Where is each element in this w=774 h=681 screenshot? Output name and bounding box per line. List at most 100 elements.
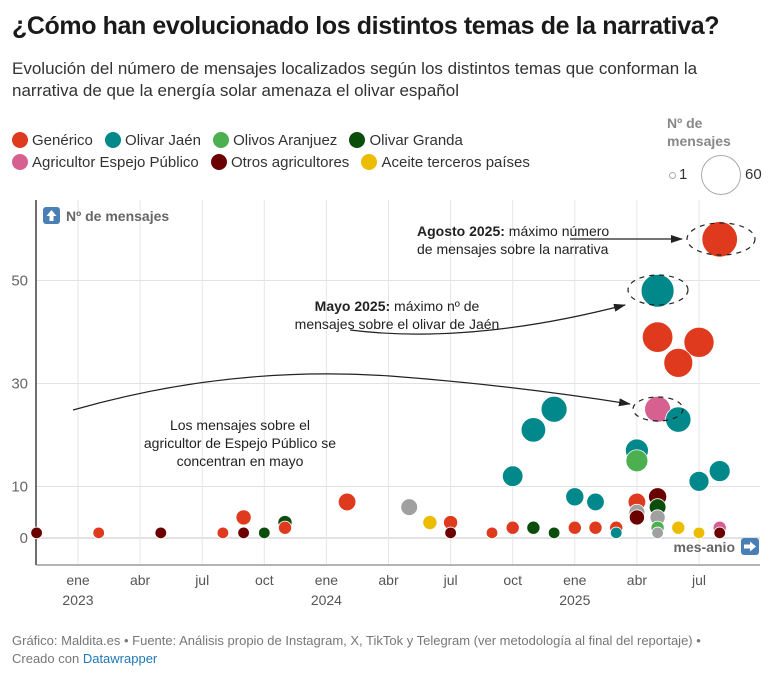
data-point-olivar-jaen[interactable] — [520, 417, 547, 443]
data-point-olivar-jaen[interactable] — [610, 526, 623, 540]
x-tick-label: abr — [627, 572, 648, 588]
data-point-generico[interactable] — [485, 526, 499, 540]
y-tick-label: 0 — [20, 530, 28, 547]
data-point-aceite-terceros-paises[interactable] — [671, 520, 686, 535]
data-point-olivar-jaen[interactable] — [665, 406, 692, 433]
data-point-olivar-jaen[interactable] — [586, 492, 605, 512]
svg-text:Agosto 2025: máximo número: Agosto 2025: máximo número — [417, 223, 609, 239]
annotation-mayo-bold: Mayo 2025: — [315, 298, 390, 314]
annotation-agosto-bold: Agosto 2025: — [417, 223, 505, 239]
data-point-otros-agricultores[interactable] — [154, 526, 168, 540]
data-point-olivar-jaen[interactable] — [708, 460, 731, 482]
up-arrow-glyph — [46, 210, 57, 221]
data-points — [30, 221, 738, 540]
legend-swatch — [349, 132, 366, 148]
data-point-olivar-granda[interactable] — [526, 520, 541, 535]
data-point-generico[interactable] — [235, 509, 252, 526]
data-point-olivar-granda[interactable] — [258, 526, 271, 540]
highlight-ring-mayo — [627, 274, 689, 306]
data-point-olivar-jaen[interactable] — [688, 470, 710, 492]
annotation-espejo-arrow — [72, 373, 631, 411]
x-tick-label: ene — [563, 572, 587, 588]
data-point-generico[interactable] — [337, 492, 357, 512]
footer-created-prefix: Creado con — [12, 651, 83, 666]
annotation-mayo: Mayo 2025: máximo nº de mensajes sobre e… — [295, 274, 689, 335]
y-tick-label: 10 — [11, 479, 28, 496]
x-tick-year: 2024 — [311, 592, 342, 608]
size-legend-max-label: 60 — [745, 166, 762, 183]
y-tick-labels: 0 10 30 50 — [11, 273, 28, 548]
data-point-generico[interactable] — [588, 520, 603, 535]
x-tick-label: jul — [443, 572, 458, 588]
size-legend: Nº de mensajes 1 60 — [667, 114, 767, 200]
data-point-olivos-aranjuez[interactable] — [625, 449, 649, 473]
annotation-agosto-line2: de mensajes sobre la narrativa — [417, 241, 609, 257]
annotation-espejo-line2: agricultor de Espejo Público se — [144, 435, 336, 451]
data-point-generico[interactable] — [663, 347, 694, 378]
annotation-mayo-arrow — [349, 303, 626, 335]
data-point-generico[interactable] — [277, 520, 292, 535]
annotation-espejo-line1: Los mensajes sobre el — [170, 417, 310, 433]
size-legend-max-circle — [701, 155, 741, 195]
data-point-sin-categoria[interactable] — [400, 498, 419, 516]
x-tick-label: ene — [315, 572, 339, 588]
data-point-olivar-jaen[interactable] — [540, 395, 568, 423]
annotation-espejo-line3: concentran en mayo — [177, 453, 304, 469]
legend-item-otros-agricultores: Otros agricultores — [210, 152, 349, 174]
data-point-otros-agricultores[interactable] — [30, 526, 43, 540]
x-tick-year: 2023 — [62, 592, 93, 608]
data-point-otros-agricultores[interactable] — [444, 526, 457, 540]
legend-swatch — [361, 154, 378, 170]
data-point-sin-categoria[interactable] — [651, 526, 664, 540]
data-point-olivar-jaen[interactable] — [640, 273, 675, 308]
data-point-generico[interactable] — [701, 221, 738, 258]
y-axis-title: Nº de mensajes — [43, 207, 169, 224]
legend-swatch — [12, 154, 28, 170]
legend-swatch — [213, 132, 230, 148]
chart-title: ¿Cómo han evolucionado los distintos tem… — [12, 12, 720, 40]
data-point-generico[interactable] — [216, 526, 230, 540]
x-axis-label: mes-anio — [674, 539, 735, 555]
color-legend: Genérico Olivar Jaén Olivos Aranjuez Oli… — [12, 130, 652, 174]
x-tick-label: abr — [378, 572, 399, 588]
data-point-olivar-granda[interactable] — [547, 526, 561, 540]
legend-swatch — [12, 132, 28, 148]
data-point-generico[interactable] — [92, 526, 105, 540]
chart-subtitle: Evolución del número de mensajes localiz… — [12, 59, 698, 100]
data-point-generico[interactable] — [641, 321, 674, 353]
x-tick-label: jul — [194, 572, 209, 588]
data-point-olivar-jaen[interactable] — [502, 465, 524, 487]
legend-item-olivar-jaen: Olivar Jaén — [105, 130, 201, 152]
x-tick-label: oct — [255, 572, 274, 588]
x-tick-label: jul — [691, 572, 706, 588]
svg-text:Mayo 2025: máximo nº de: Mayo 2025: máximo nº de — [315, 298, 480, 314]
annotation-agosto: Agosto 2025: máximo número de mensajes s… — [417, 222, 756, 257]
data-point-otros-agricultores[interactable] — [713, 526, 726, 540]
footer-source: Gráfico: Maldita.es • Fuente: Análisis p… — [12, 633, 701, 648]
annotation-mayo-line2: mensajes sobre el olivar de Jaén — [295, 316, 500, 332]
x-tick-labels: ene 2023 abr jul oct ene 2024 abr jul oct ene 2025 a… — [62, 572, 706, 608]
legend-item-olivos-aranjuez: Olivos Aranjuez — [213, 130, 337, 152]
data-point-otros-agricultores[interactable] — [628, 509, 645, 526]
data-point-generico[interactable] — [505, 520, 520, 535]
datawrapper-link[interactable]: Datawrapper — [82, 651, 158, 666]
axes — [35, 200, 760, 566]
legend-item-agricultor-espejo: Agricultor Espejo Público — [12, 152, 199, 174]
data-point-aceite-terceros-paises[interactable] — [422, 515, 438, 531]
right-arrow-glyph — [744, 541, 756, 552]
data-point-generico[interactable] — [567, 520, 582, 535]
x-tick-year: 2025 — [559, 592, 590, 608]
x-axis-title: mes-anio — [674, 538, 759, 555]
x-tick-label: abr — [130, 572, 151, 588]
legend-swatch — [210, 154, 227, 170]
annotation-espejo: Los mensajes sobre el agricultor de Espe… — [72, 373, 684, 469]
data-point-otros-agricultores[interactable] — [237, 526, 250, 540]
data-point-olivar-jaen[interactable] — [565, 487, 585, 507]
data-point-generico[interactable] — [683, 326, 715, 358]
annotation-mayo-text: máximo nº de — [390, 298, 479, 314]
y-tick-label: 30 — [11, 376, 28, 393]
x-tick-label: ene — [66, 572, 90, 588]
size-legend-min-circle — [669, 172, 676, 179]
data-point-aceite-terceros-paises[interactable] — [692, 526, 706, 540]
size-legend-min-label: 1 — [679, 166, 688, 183]
